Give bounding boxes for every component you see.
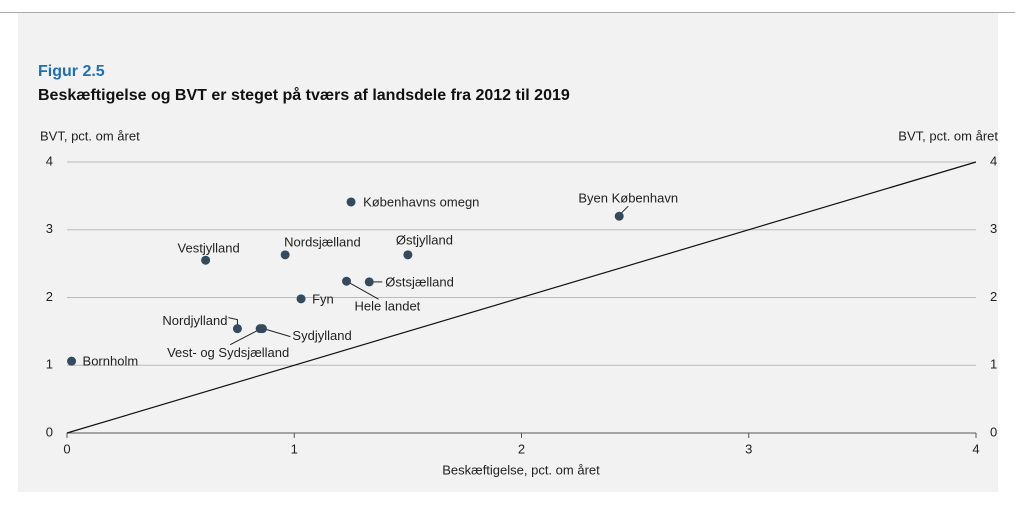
leader-line bbox=[229, 330, 258, 346]
point-label: Nordsjælland bbox=[284, 234, 361, 249]
y2-tick-label: 1 bbox=[990, 357, 997, 372]
y-tick-label: 3 bbox=[46, 221, 53, 236]
point bbox=[364, 277, 374, 287]
panel bbox=[18, 13, 998, 492]
point-label: Fyn bbox=[312, 291, 334, 306]
point bbox=[614, 211, 624, 221]
point-label: Vest- og Sydsjælland bbox=[167, 345, 289, 360]
y-tick-label: 2 bbox=[46, 289, 53, 304]
figure-label: Figur 2.5 bbox=[38, 63, 105, 80]
point bbox=[403, 250, 413, 260]
point bbox=[201, 255, 211, 265]
leader-line bbox=[263, 328, 291, 338]
point-label: Hele landet bbox=[355, 299, 421, 314]
leader-line bbox=[228, 317, 238, 325]
leader-line bbox=[346, 280, 379, 300]
x-tick-label: 4 bbox=[972, 441, 979, 456]
y2-tick-label: 3 bbox=[990, 221, 997, 236]
x-tick-label: 3 bbox=[745, 441, 752, 456]
point-label: Københavns omegn bbox=[363, 194, 479, 209]
y2-tick-label: 2 bbox=[990, 289, 997, 304]
point bbox=[67, 356, 77, 366]
point-label: Østjylland bbox=[396, 232, 453, 247]
x-axis-label: Beskæftigelse, pct. om året bbox=[442, 462, 600, 477]
y2-tick-label: 0 bbox=[990, 424, 997, 439]
point bbox=[280, 250, 290, 260]
point bbox=[342, 276, 352, 286]
y-tick-label: 4 bbox=[46, 153, 53, 168]
diagonal-line bbox=[66, 161, 977, 434]
point-label: Østsjælland bbox=[385, 274, 454, 289]
y-axis-label: BVT, pct. om året bbox=[40, 128, 140, 143]
point-label: Sydjylland bbox=[292, 328, 351, 343]
y-tick-label: 1 bbox=[46, 357, 53, 372]
x-tick-label: 1 bbox=[291, 441, 298, 456]
x-tick-label: 0 bbox=[63, 441, 70, 456]
point-label: Vestjylland bbox=[178, 241, 240, 256]
point-label: Byen København bbox=[578, 191, 678, 206]
point bbox=[232, 324, 242, 334]
y-tick-label: 0 bbox=[46, 424, 53, 439]
x-tick-label: 2 bbox=[518, 441, 525, 456]
y2-tick-label: 4 bbox=[990, 153, 997, 168]
point bbox=[296, 294, 306, 304]
y2-axis-label: BVT, pct. om året bbox=[898, 128, 998, 143]
point bbox=[346, 197, 356, 207]
chart-title: Beskæftigelse og BVT er steget på tværs … bbox=[38, 86, 570, 104]
point-label: Bornholm bbox=[83, 354, 139, 369]
point bbox=[257, 324, 267, 334]
point-label: Nordjylland bbox=[162, 313, 227, 328]
